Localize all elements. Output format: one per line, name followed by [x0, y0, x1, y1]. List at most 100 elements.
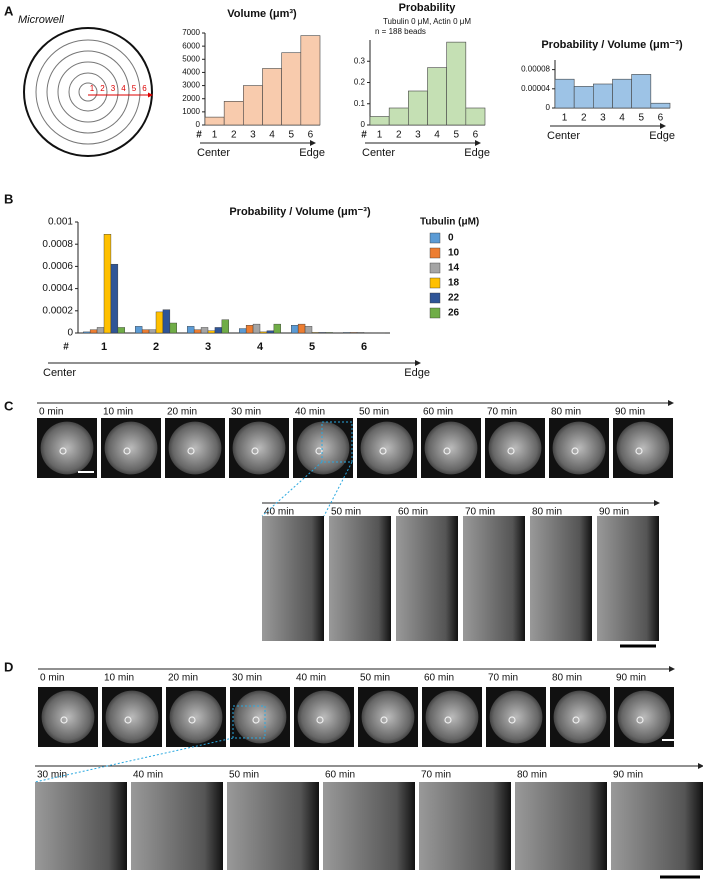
- bar: [281, 52, 302, 126]
- micrograph-well: [297, 690, 351, 744]
- x-tick-label: 5: [309, 341, 315, 353]
- x-end-label: Edge: [649, 130, 675, 142]
- time-label: 30 min: [232, 673, 262, 684]
- x-tick-label: 3: [600, 113, 606, 124]
- bar: [266, 330, 275, 334]
- x-tick-label: 1: [377, 130, 383, 141]
- bar: [89, 329, 98, 334]
- bead: [380, 716, 388, 724]
- y-tick-label: 0.2: [354, 78, 366, 87]
- category-prefix: #: [196, 130, 202, 141]
- x-tick-label: 3: [250, 130, 256, 141]
- y-tick-label: 4000: [182, 68, 200, 77]
- bar: [554, 78, 575, 109]
- zoom-guide: [34, 737, 234, 783]
- x-tick-label: 1: [562, 113, 568, 124]
- micrograph: [463, 516, 525, 641]
- bar: [245, 325, 254, 334]
- chart-title: Probability: [399, 2, 457, 14]
- micrograph: [515, 782, 607, 870]
- bar: [110, 263, 119, 334]
- bar: [349, 332, 358, 334]
- y-tick-label: 0.1: [354, 99, 366, 108]
- time-label: 80 min: [532, 507, 562, 518]
- legend-label: 26: [448, 308, 460, 319]
- x-tick-label: 6: [308, 130, 314, 141]
- time-label: 20 min: [167, 407, 197, 418]
- micrograph-well: [232, 421, 286, 475]
- y-tick-label: 3000: [182, 81, 200, 90]
- time-label: 60 min: [424, 673, 454, 684]
- micrograph: [227, 782, 319, 870]
- micrograph-well: [553, 690, 607, 744]
- micrograph-well: [424, 421, 478, 475]
- legend-label: 14: [448, 263, 460, 274]
- x-start-label: Center: [362, 147, 395, 159]
- bar: [593, 83, 613, 109]
- ring-label: 1: [90, 84, 95, 93]
- bar: [82, 331, 91, 334]
- micrograph: [396, 516, 458, 641]
- bead: [315, 447, 323, 455]
- legend-label: 22: [448, 293, 460, 304]
- time-label: 40 min: [296, 673, 326, 684]
- x-tick-label: 5: [453, 130, 459, 141]
- chart-title: Probability / Volume (μm⁻³): [541, 39, 683, 51]
- time-label: 10 min: [104, 673, 134, 684]
- bar: [214, 327, 223, 334]
- bar: [408, 90, 428, 126]
- x-start-label: Center: [197, 147, 230, 159]
- bar: [465, 107, 486, 126]
- legend-swatch: [429, 232, 441, 244]
- micrograph: [611, 782, 703, 870]
- panel-label: C: [4, 398, 14, 413]
- x-tick-label: 5: [288, 130, 294, 141]
- x-start-label: Center: [547, 130, 580, 142]
- bar: [141, 329, 150, 334]
- micrograph: [323, 782, 415, 870]
- y-tick-label: 0: [67, 328, 73, 339]
- time-label: 90 min: [616, 673, 646, 684]
- legend-swatch: [429, 307, 441, 319]
- micrograph-well: [552, 421, 606, 475]
- time-label: 60 min: [398, 507, 428, 518]
- micrograph-well: [233, 690, 287, 744]
- bead: [379, 447, 387, 455]
- micrograph: [419, 782, 511, 870]
- bar: [631, 74, 652, 109]
- bead: [635, 447, 643, 455]
- micrograph-well: [169, 690, 223, 744]
- x-tick-label: 6: [361, 341, 367, 353]
- time-label: 80 min: [552, 673, 582, 684]
- chart-title: Volume (μm³): [227, 8, 297, 20]
- y-tick-label: 7000: [182, 28, 200, 37]
- time-label: 90 min: [599, 507, 629, 518]
- time-label: 20 min: [168, 673, 198, 684]
- time-label: 70 min: [421, 770, 451, 781]
- y-tick-label: 0.0008: [42, 239, 73, 250]
- bead: [507, 447, 515, 455]
- bar: [134, 326, 143, 334]
- legend-swatch: [429, 292, 441, 304]
- ring-label: 2: [100, 84, 105, 93]
- x-tick-label: 2: [581, 113, 587, 124]
- micrograph-well: [617, 690, 671, 744]
- bar: [325, 332, 334, 334]
- microwell-rings: [23, 27, 153, 157]
- ring-label: 3: [111, 84, 116, 93]
- bar: [343, 332, 351, 334]
- bead: [316, 716, 324, 724]
- micrograph: [35, 782, 127, 870]
- x-tick-label: 1: [212, 130, 218, 141]
- time-label: 60 min: [423, 407, 453, 418]
- x-tick-label: 6: [658, 113, 664, 124]
- time-label: 30 min: [37, 770, 67, 781]
- category-prefix: #: [63, 342, 69, 353]
- bead: [188, 716, 196, 724]
- micrograph-well: [41, 690, 95, 744]
- micrograph-well: [168, 421, 222, 475]
- x-end-label: Edge: [299, 147, 325, 159]
- micrograph-well: [104, 421, 158, 475]
- bar: [427, 67, 447, 126]
- bar: [388, 107, 409, 126]
